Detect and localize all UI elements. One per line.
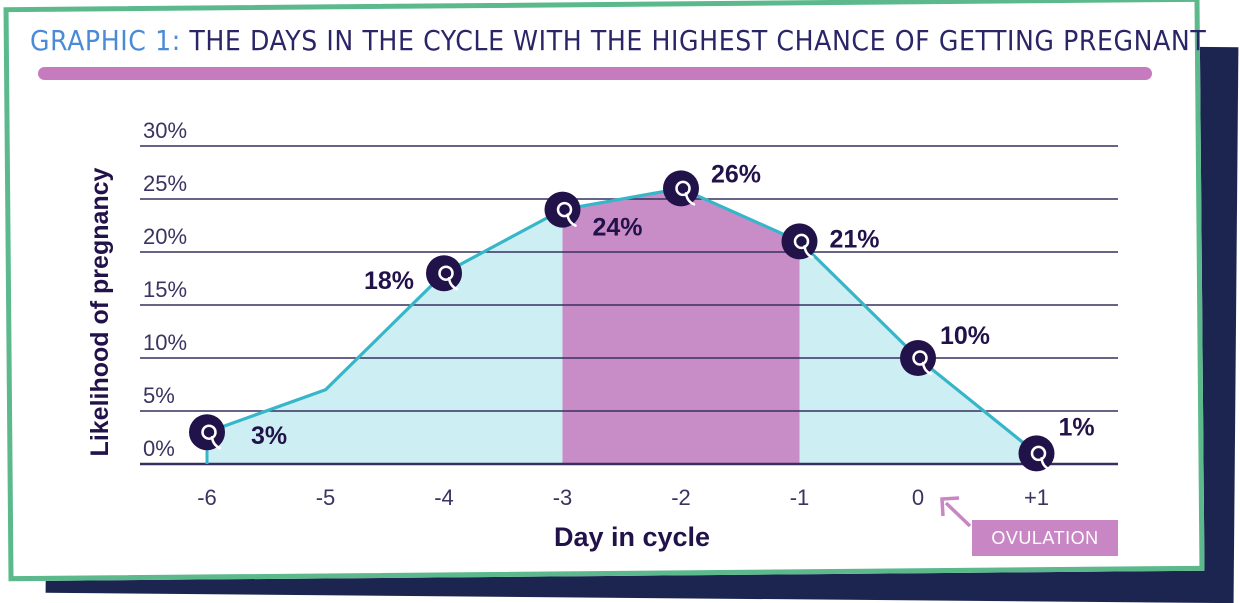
data-label: 24% xyxy=(593,214,643,242)
sperm-icon xyxy=(781,223,818,260)
title-prefix: Graphic 1: xyxy=(30,24,181,57)
y-tick-label: 10% xyxy=(143,330,187,355)
title-underline xyxy=(38,67,1152,80)
x-tick-label: -6 xyxy=(197,485,217,510)
title-main: The days in the cycle with the highest c… xyxy=(189,24,1207,57)
y-tick-label: 20% xyxy=(143,224,187,249)
x-tick-label: -2 xyxy=(671,485,691,510)
x-tick-label: -5 xyxy=(316,485,336,510)
data-point-marker xyxy=(781,223,818,260)
sperm-icon xyxy=(663,170,699,207)
data-label: 21% xyxy=(830,225,880,253)
x-tick-label: -1 xyxy=(790,485,810,510)
y-tick-label: 0% xyxy=(143,436,175,461)
fertile-window-highlight xyxy=(562,188,800,464)
likelihood-line xyxy=(206,186,1038,455)
y-tick-label: 30% xyxy=(143,118,187,143)
y-tick-label: 15% xyxy=(143,277,187,302)
data-point-marker xyxy=(900,340,936,376)
x-tick-label: -4 xyxy=(434,485,454,510)
y-axis-label: Likelihood of pregnancy xyxy=(86,167,114,456)
data-point-marker xyxy=(544,191,581,228)
y-tick-label: 5% xyxy=(143,383,175,408)
data-point-marker xyxy=(1018,435,1055,472)
data-label: 3% xyxy=(251,422,287,450)
sperm-icon xyxy=(1018,435,1055,472)
data-point-marker xyxy=(189,414,225,451)
chart-title: Graphic 1: The days in the cycle with th… xyxy=(30,24,1206,57)
data-label: 10% xyxy=(940,322,990,350)
x-tick-label: +1 xyxy=(1024,485,1049,510)
sperm-icon xyxy=(544,191,581,228)
data-point-marker xyxy=(426,255,462,292)
x-axis-label: Day in cycle xyxy=(554,522,710,552)
sperm-icon xyxy=(900,340,936,376)
ovulation-arrow xyxy=(940,496,972,528)
sperm-icon xyxy=(189,414,225,451)
x-tick-label: -3 xyxy=(553,485,573,510)
ovulation-badge: OVULATION xyxy=(972,520,1118,556)
data-label: 26% xyxy=(711,160,761,188)
sperm-icon xyxy=(426,255,462,292)
data-point-marker xyxy=(663,170,699,207)
y-tick-label: 25% xyxy=(143,171,187,196)
data-label: 18% xyxy=(364,267,414,295)
data-label: 1% xyxy=(1059,413,1095,441)
x-tick-label: 0 xyxy=(912,485,924,510)
